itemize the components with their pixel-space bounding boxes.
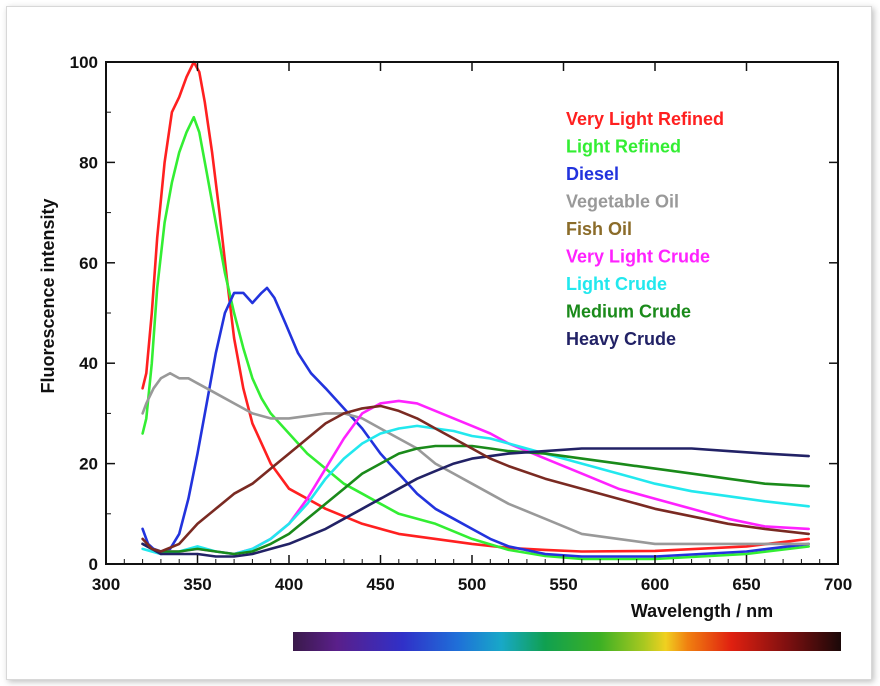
x-tick-label: 550 bbox=[549, 575, 577, 594]
x-tick-label: 650 bbox=[732, 575, 760, 594]
x-tick-label: 500 bbox=[458, 575, 486, 594]
series-line-unlabeled-9 bbox=[141, 404, 810, 553]
y-tick-label: 0 bbox=[89, 555, 98, 574]
x-tick-label: 700 bbox=[824, 575, 852, 594]
y-tick-label: 20 bbox=[79, 455, 98, 474]
legend-entry: Fish Oil bbox=[566, 219, 632, 239]
legend-entry: Light Refined bbox=[566, 137, 681, 157]
y-tick-label: 60 bbox=[79, 254, 98, 273]
y-tick-label: 80 bbox=[79, 153, 98, 172]
y-tick-label: 40 bbox=[79, 354, 98, 373]
series-line-very-light-refined bbox=[141, 60, 810, 553]
series-line-vegetable-oil bbox=[141, 371, 810, 546]
x-tick-label: 350 bbox=[183, 575, 211, 594]
x-tick-label: 400 bbox=[275, 575, 303, 594]
legend-entry: Very Light Crude bbox=[566, 247, 710, 267]
legend-entry: Very Light Refined bbox=[566, 109, 724, 129]
legend-entry: Diesel bbox=[566, 164, 619, 184]
x-tick-label: 600 bbox=[641, 575, 669, 594]
legend: Very Light Refined Light Refined Diesel Veg… bbox=[566, 109, 724, 349]
legend-entry: Medium Crude bbox=[566, 302, 691, 322]
x-axis-label: Wavelength / nm bbox=[631, 601, 773, 621]
x-tick-label: 450 bbox=[366, 575, 394, 594]
axes: 300 350 400 450 500 550 600 650 700 0 20 40 60 80 100 bbox=[70, 53, 853, 594]
plot-area-border bbox=[105, 61, 839, 565]
series-line-heavy-crude bbox=[141, 447, 810, 558]
spectrum-color-bar bbox=[293, 632, 841, 651]
y-tick-label: 100 bbox=[70, 53, 98, 72]
series-line-medium-crude bbox=[141, 444, 810, 556]
series-line-diesel bbox=[141, 286, 810, 558]
legend-entry: Heavy Crude bbox=[566, 329, 676, 349]
legend-entry: Light Crude bbox=[566, 274, 667, 294]
series-line-light-refined bbox=[141, 115, 810, 561]
series-layer bbox=[141, 60, 810, 561]
y-axis-label: Fluorescence intensity bbox=[38, 198, 58, 393]
legend-entry: Vegetable Oil bbox=[566, 192, 679, 212]
x-tick-label: 300 bbox=[92, 575, 120, 594]
